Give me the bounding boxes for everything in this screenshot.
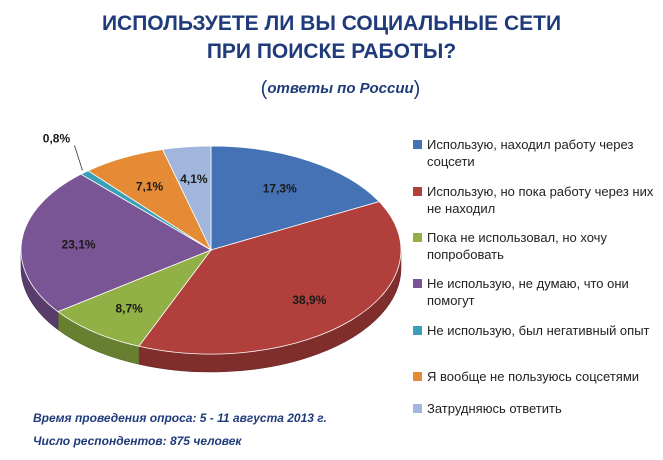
legend-label-3: Пока не использовал, но хочу попробовать (427, 230, 607, 262)
legend-label-6: Я вообще не пользуюсь соцсетями (427, 369, 640, 384)
data-label-2: 38,9% (292, 293, 326, 307)
legend-label-5: Не использую, был негативный опыт (427, 323, 650, 338)
pie-slice-3 (57, 249, 213, 347)
legend-swatch-2 (413, 187, 422, 196)
legend-item-3: Пока не использовал, но хочу попробовать (413, 229, 661, 263)
data-label-6: 7,1% (136, 179, 164, 193)
data-label-leader-5 (74, 145, 83, 171)
pie-slice-1 (210, 145, 380, 251)
legend-swatch-7 (413, 404, 422, 413)
legend-item-1: Использую, находил работу через соцсети (413, 136, 661, 170)
chart-title: ИСПОЛЬЗУЕТЕ ЛИ ВЫ СОЦИАЛЬНЫЕ СЕТИ ПРИ ПО… (0, 10, 663, 66)
legend-label-1: Использую, находил работу через соцсети (427, 137, 634, 169)
data-label-5: 0,8% (43, 131, 71, 145)
legend-item-2: Использую, но пока работу через них не н… (413, 183, 661, 217)
legend-label-7: Затрудняюсь ответить (427, 401, 562, 416)
chart-title-line2: ПРИ ПОИСКЕ РАБОТЫ? (206, 40, 457, 63)
data-label-7: 4,1% (180, 172, 208, 186)
chart-subtitle: (ответы по России) (260, 78, 421, 100)
data-label-1: 17,3% (263, 182, 297, 196)
data-label-4: 23,1% (62, 237, 96, 251)
pie-slice-4 (20, 173, 212, 313)
legend-swatch-6 (413, 372, 422, 381)
legend-item-6: Я вообще не пользуюсь соцсетями (413, 368, 661, 385)
data-label-3: 8,7% (115, 301, 143, 315)
survey-period: Время проведения опроса: 5 - 11 августа … (33, 411, 327, 425)
legend-label-4: Не использую, не думаю, что они помогут (427, 276, 629, 308)
legend-swatch-1 (413, 140, 422, 149)
chart-title-line1: ИСПОЛЬЗУЕТЕ ЛИ ВЫ СОЦИАЛЬНЫЕ СЕТИ (101, 12, 562, 35)
legend-swatch-5 (413, 326, 422, 335)
legend-item-5: Не использую, был негативный опыт (413, 322, 661, 339)
pie-slice-7 (161, 145, 212, 251)
legend-label-2: Использую, но пока работу через них не н… (427, 184, 654, 216)
legend-item-7: Затрудняюсь ответить (413, 400, 661, 417)
legend-swatch-3 (413, 233, 422, 242)
chart-subtitle-text: ответы по России (267, 80, 414, 97)
legend-swatch-4 (413, 279, 422, 288)
pie-slice-2 (138, 201, 402, 355)
respondent-count: Число респондентов: 875 человек (33, 434, 242, 448)
legend-item-4: Не использую, не думаю, что они помогут (413, 275, 661, 309)
